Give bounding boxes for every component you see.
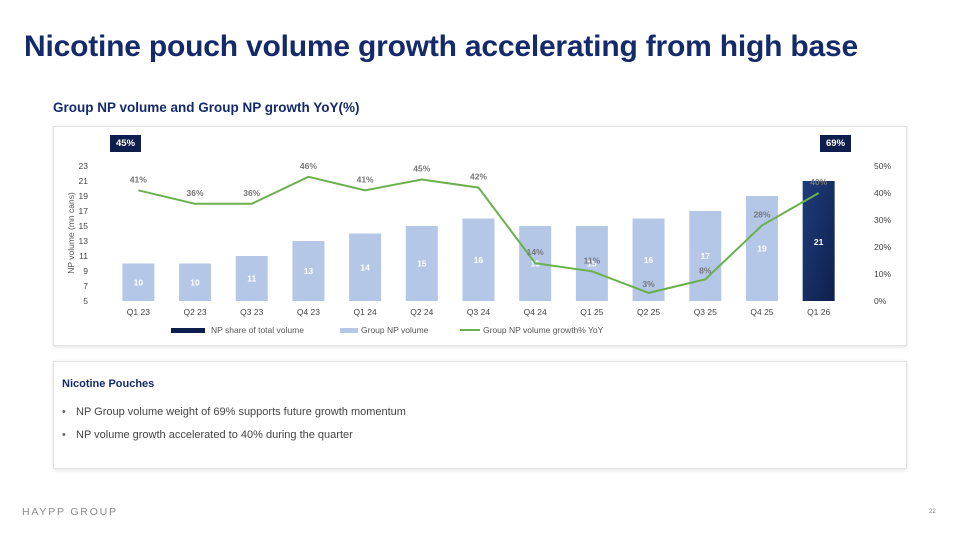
notes-list: NP Group volume weight of 69% supports f…	[62, 406, 406, 452]
x-axis-ticks: Q1 23 Q2 23 Q3 23 Q4 23 Q1 24 Q2 24 Q3 24 Q4 24…	[127, 307, 831, 317]
bar-data-label: 14	[360, 262, 370, 272]
x-tick-label: Q1 25	[580, 307, 603, 317]
y2-tick-label: 10%	[874, 269, 891, 279]
x-tick-label: Q1 24	[354, 307, 377, 317]
y2-tick-label: 30%	[874, 215, 891, 225]
haypp-logo: HAYPP GROUP	[22, 506, 118, 518]
y2-tick-label: 50%	[874, 161, 891, 171]
growth-line	[138, 175, 820, 294]
bar-data-label: 13	[304, 266, 314, 276]
bar-data-label: 15	[417, 259, 427, 269]
notes-bullet: NP volume growth accelerated to 40% duri…	[62, 429, 406, 452]
legend-label: NP share of total volume	[211, 325, 304, 335]
notes-title: Nicotine Pouches	[62, 378, 155, 390]
line-data-label: 42%	[470, 172, 487, 182]
x-tick-label: Q1 26	[807, 307, 830, 317]
bar-data-label: 21	[814, 237, 824, 247]
y-tick-label: 9	[83, 266, 88, 276]
legend-label: Group NP volume growth% YoY	[483, 325, 604, 335]
bar-data-label: 15	[587, 259, 597, 269]
bar-series	[122, 181, 835, 301]
x-tick-label: Q3 24	[467, 307, 490, 317]
line-data-label: 41%	[357, 174, 374, 184]
page-number: 22	[929, 509, 936, 515]
bar	[405, 226, 438, 301]
page-title: Nicotine pouch volume growth acceleratin…	[24, 30, 858, 63]
y2-tick-label: 40%	[874, 188, 891, 198]
line-data-label: 41%	[130, 174, 147, 184]
line-data-label: 11%	[584, 255, 601, 265]
bar-data-label: 19	[757, 244, 767, 254]
bar	[292, 241, 325, 301]
notes-panel: Nicotine Pouches NP Group volume weight …	[53, 361, 907, 469]
bar	[122, 263, 155, 301]
line-data-label: 14%	[527, 247, 544, 257]
line-data-label: 40%	[810, 177, 827, 187]
line-data-label: 36%	[187, 188, 204, 198]
bar-data-label: 10	[190, 277, 200, 287]
bar	[235, 256, 268, 301]
np-share-badge-q1-26: 69%	[820, 135, 852, 152]
x-tick-label: Q4 23	[297, 307, 320, 317]
y-tick-label: 17	[79, 206, 89, 216]
bar	[632, 218, 665, 301]
bar	[349, 233, 382, 301]
x-tick-label: Q3 25	[694, 307, 717, 317]
bar-data-label: 17	[701, 251, 711, 261]
line-data-label: 46%	[300, 161, 317, 171]
y-axis-label: NP volume (mn cans)	[66, 192, 76, 274]
growth-line-series	[138, 175, 820, 294]
y-tick-label: 19	[79, 191, 89, 201]
notes-bullet: NP Group volume weight of 69% supports f…	[62, 406, 406, 429]
line-data-label: 8%	[699, 265, 712, 275]
chart-legend: NP share of total volume Group NP volume G…	[171, 325, 604, 335]
x-tick-label: Q3 23	[240, 307, 263, 317]
line-data-label: 3%	[642, 279, 655, 289]
left-axis-ticks: 5 7 9 11 13 15 17 19 21 23	[79, 161, 89, 306]
bar-data-label: 16	[474, 255, 484, 265]
x-tick-label: Q4 25	[750, 307, 773, 317]
bar	[575, 226, 608, 301]
y2-tick-label: 20%	[874, 242, 891, 252]
y-tick-label: 7	[83, 281, 88, 291]
chart-panel: 5 7 9 11 13 15 17 19 21 23 0% 10% 20% 30% 40% 50% NP v…	[53, 126, 907, 346]
bar-highlight	[802, 181, 835, 301]
y-tick-label: 5	[83, 296, 88, 306]
legend-swatch-np-share	[171, 328, 205, 333]
bar-data-label: 10	[134, 277, 144, 287]
y-tick-label: 21	[79, 176, 89, 186]
bar	[745, 196, 778, 301]
x-tick-label: Q1 23	[127, 307, 150, 317]
combo-chart: 5 7 9 11 13 15 17 19 21 23 0% 10% 20% 30% 40% 50% NP v…	[66, 161, 891, 335]
y-tick-label: 15	[79, 221, 89, 231]
np-share-badge-q1-23: 45%	[110, 135, 142, 152]
line-data-labels: 41% 36% 36% 46% 41% 45% 42% 14% 11% 3% 8% 28% 40%	[130, 161, 828, 289]
line-data-label: 45%	[413, 164, 430, 174]
legend-label: Group NP volume	[361, 325, 429, 335]
y-tick-label: 11	[79, 251, 88, 261]
x-tick-label: Q2 24	[410, 307, 433, 317]
y2-tick-label: 0%	[874, 296, 887, 306]
legend-swatch-volume	[340, 328, 358, 333]
x-tick-label: Q2 23	[183, 307, 206, 317]
bar-data-label: 16	[644, 255, 654, 265]
right-axis-ticks: 0% 10% 20% 30% 40% 50%	[874, 161, 891, 306]
y-tick-label: 23	[79, 161, 89, 171]
bar	[689, 211, 722, 301]
y-tick-label: 13	[79, 236, 89, 246]
line-data-label: 36%	[243, 188, 260, 198]
bar	[462, 218, 495, 301]
line-data-label: 28%	[753, 209, 770, 219]
bar	[179, 263, 212, 301]
x-tick-label: Q2 25	[637, 307, 660, 317]
chart-subtitle: Group NP volume and Group NP growth YoY(…	[53, 100, 360, 115]
bar-data-label: 11	[247, 274, 256, 284]
x-tick-label: Q4 24	[524, 307, 547, 317]
